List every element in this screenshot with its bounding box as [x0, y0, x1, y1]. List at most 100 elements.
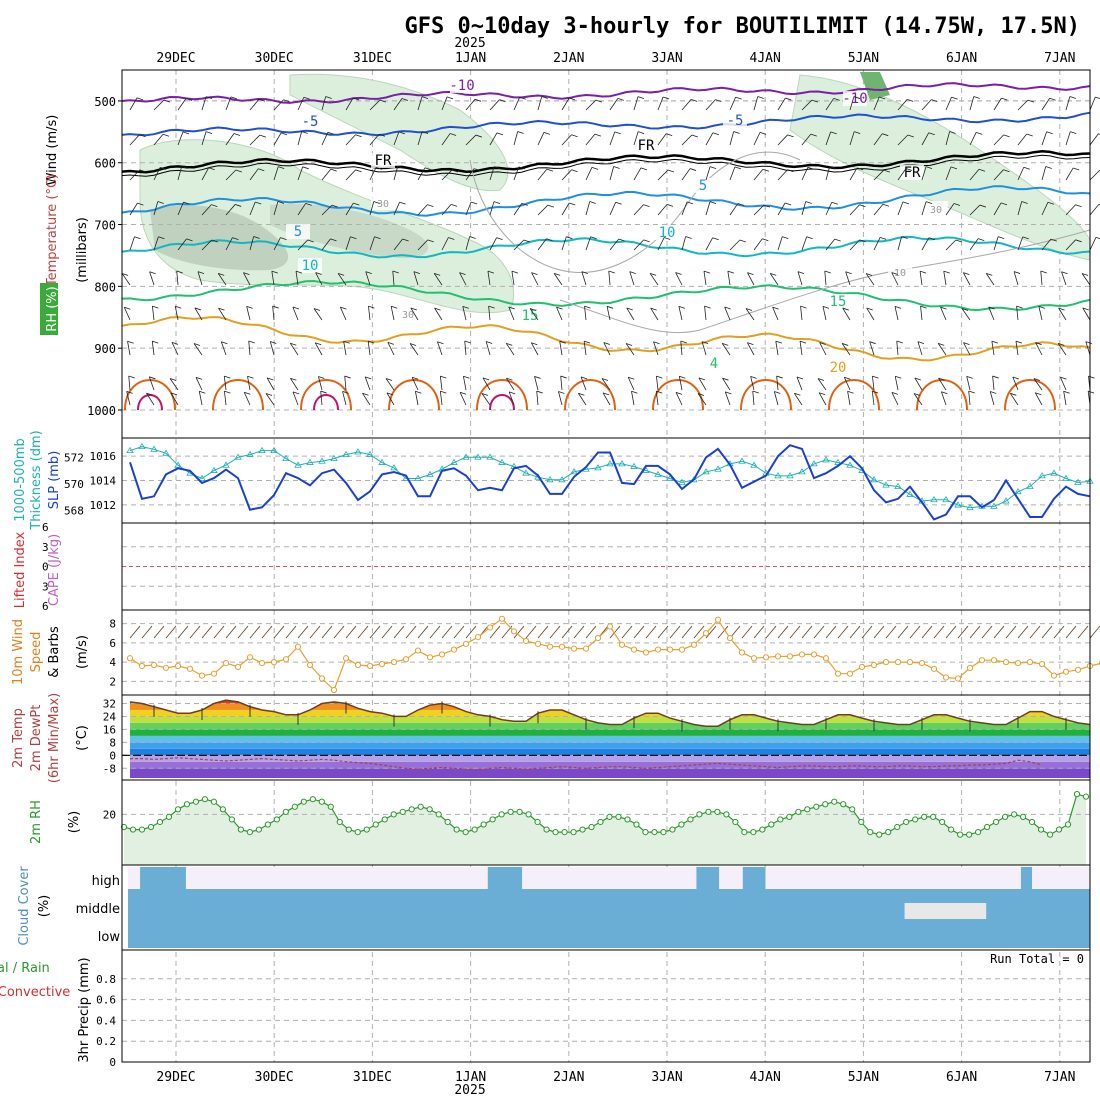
- contour-label: -10: [842, 91, 867, 107]
- wind-barb: [608, 271, 611, 286]
- wind-barb: [393, 131, 400, 146]
- wind10-barb: [1065, 625, 1077, 639]
- wind-barb-flag: [343, 340, 350, 344]
- cloud-high-clear: [440, 867, 454, 889]
- wind-barb-flag: [1016, 305, 1023, 309]
- temp2m-line: [129, 699, 1091, 727]
- wind10-point: [390, 659, 398, 666]
- wind-barb: [653, 341, 659, 356]
- wind-barb-flag: [1061, 271, 1068, 275]
- wind-barb-flag: [427, 204, 434, 208]
- wind10-barb: [621, 625, 633, 639]
- wind-barb-flag: [1049, 97, 1056, 101]
- wind-barb: [1038, 306, 1043, 321]
- wind-barb: [393, 238, 403, 251]
- rh2m-point: [345, 826, 352, 833]
- y-label-temp-units: (°C): [75, 725, 90, 751]
- wind-barb: [753, 204, 765, 216]
- wind-barb-flag: [895, 375, 902, 379]
- wind-barb: [824, 271, 827, 286]
- temp-band: [130, 742, 1090, 749]
- wind-barb: [345, 169, 356, 181]
- wind-barb-flag: [305, 202, 312, 206]
- wind-barb: [681, 236, 687, 251]
- rh2m-point: [300, 798, 307, 805]
- wind10-point: [882, 659, 890, 666]
- wind-barb-flag: [171, 341, 179, 345]
- wind-barb: [534, 376, 539, 391]
- wind-barb: [441, 204, 452, 216]
- wind-barb: [937, 343, 947, 356]
- wind10-barb: [237, 625, 249, 639]
- rh2m-point: [885, 828, 892, 836]
- wind10-point: [978, 657, 986, 664]
- wind-barb-flag: [928, 237, 935, 241]
- wind10-point: [486, 624, 494, 631]
- wind-barb-flag: [595, 99, 603, 103]
- wind-barb-flag: [709, 201, 717, 204]
- thickness-point: [702, 468, 710, 475]
- wind-barb-flag: [799, 340, 807, 344]
- isotherm-loop: [740, 379, 792, 411]
- wind-barb-flag: [678, 305, 686, 309]
- wind-barb: [606, 306, 611, 321]
- contour-label-bg: [450, 78, 474, 93]
- wind-barb: [1089, 96, 1096, 111]
- thickness-point: [474, 453, 482, 460]
- temp2m-tick-label: 24: [103, 710, 117, 723]
- wind-barb: [657, 237, 665, 251]
- wind-barb-flag: [496, 132, 504, 136]
- wind-barb-flag: [785, 97, 792, 101]
- wind-barb-flag: [822, 305, 830, 309]
- wind-barb: [441, 96, 448, 111]
- wind-barb: [680, 341, 683, 356]
- wind-barb-flag: [440, 375, 447, 379]
- rh2m-point: [210, 798, 218, 805]
- wind-barb-flag: [914, 377, 921, 381]
- wind-barb: [626, 307, 635, 321]
- wind-barb: [218, 307, 227, 321]
- contour-label-bg: [723, 113, 747, 128]
- wind10-barb: [1005, 625, 1017, 639]
- wind10-point: [1002, 659, 1010, 666]
- contour-label-bg: [826, 360, 850, 375]
- wind-barb: [561, 236, 567, 251]
- wind-barb: [153, 201, 159, 216]
- wind-barb: [581, 271, 587, 286]
- wind-barb-flag: [1069, 96, 1076, 99]
- wind-barb: [603, 342, 611, 356]
- wind-barb: [938, 377, 947, 391]
- wind-barb: [609, 98, 619, 111]
- contour-label-bg: [655, 225, 679, 240]
- wind-barb-flag: [421, 96, 429, 99]
- wind-barb-flag: [1040, 270, 1047, 274]
- wind-barb-flag: [979, 204, 986, 208]
- wind-barb-flag: [280, 237, 287, 240]
- rh2m-point: [453, 826, 460, 833]
- wind-barb-flag: [1045, 166, 1052, 169]
- wind-barb: [940, 306, 947, 321]
- wind-barb: [629, 271, 635, 286]
- thickness-point: [258, 446, 266, 454]
- rh2m-point: [696, 811, 703, 818]
- cloud-high-clear: [950, 867, 964, 889]
- wind-barb-flag: [134, 236, 141, 240]
- wind-barb: [561, 134, 572, 146]
- y-label-millibars: (millibars): [75, 217, 90, 283]
- thickness-point: [786, 472, 794, 479]
- wind10-barb: [453, 625, 465, 639]
- wind10-point: [402, 656, 410, 663]
- wind-barb-flag: [928, 132, 935, 136]
- wind-barb-flag: [834, 238, 841, 242]
- wind-barb: [724, 391, 731, 406]
- rh-shading-dark: [270, 203, 429, 259]
- wind-barb: [537, 238, 547, 251]
- wind-barb-flag: [176, 270, 183, 274]
- wind10-point: [630, 646, 638, 653]
- rh2m-point: [516, 808, 523, 815]
- rh2m-point: [237, 826, 244, 833]
- thickness-point: [342, 450, 350, 458]
- wind-barb-flag: [1021, 201, 1028, 204]
- wind-barb-flag: [224, 390, 231, 394]
- wind10-point: [786, 653, 794, 660]
